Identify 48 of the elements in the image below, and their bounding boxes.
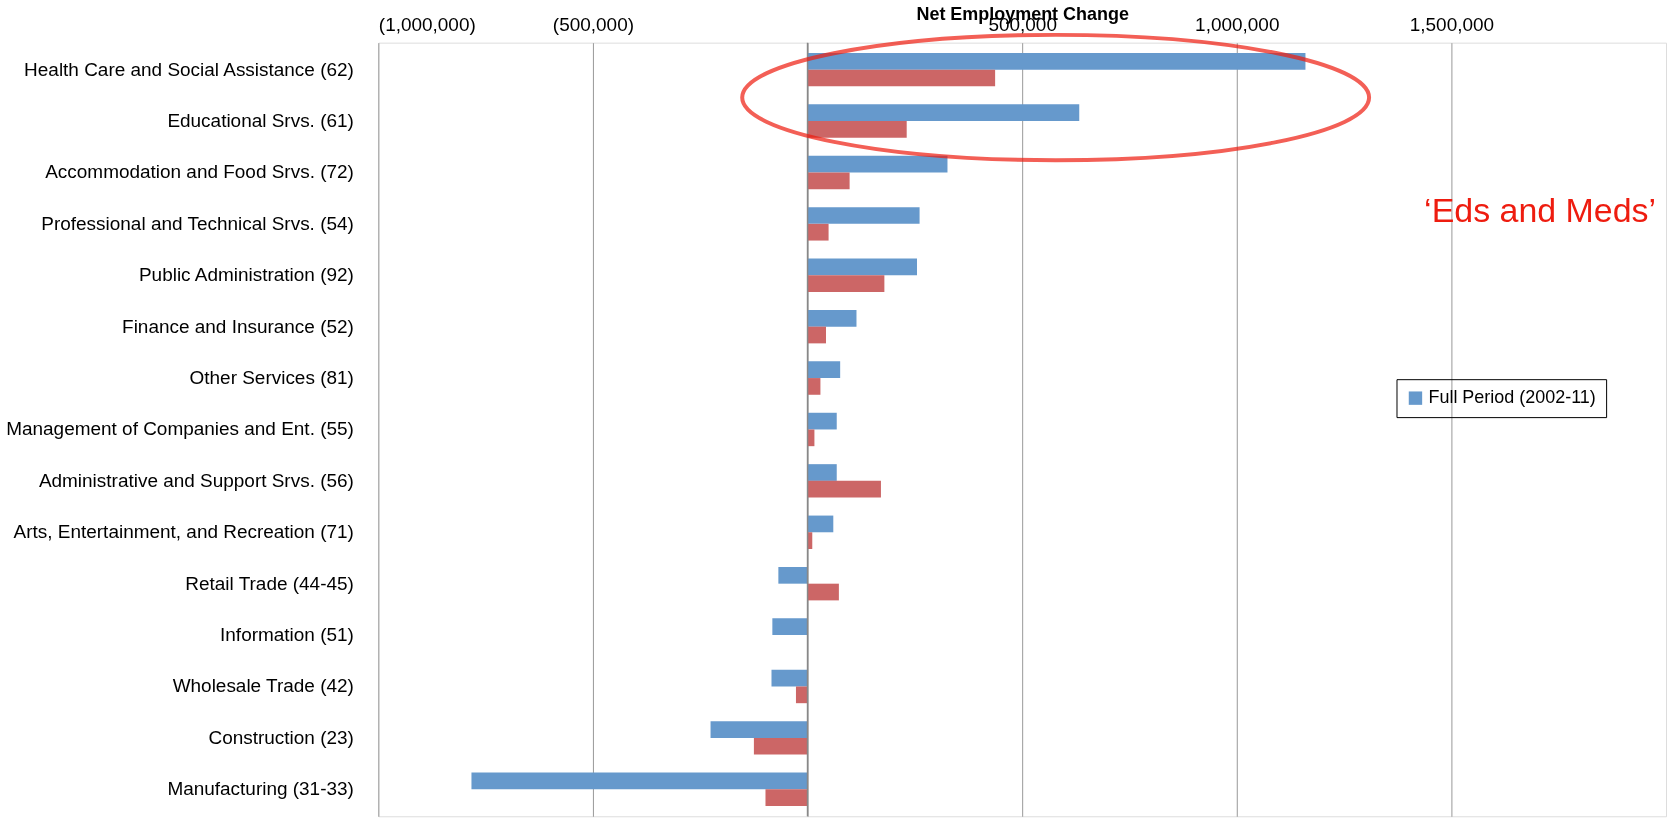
bar — [807, 258, 917, 276]
annotation: ‘Eds and Meds’ — [1424, 191, 1657, 230]
bar — [772, 618, 808, 636]
bar — [807, 480, 881, 498]
bar — [807, 583, 839, 601]
x-tick-label: 1,500,000 — [1409, 14, 1495, 36]
bar — [807, 52, 1306, 70]
bar — [807, 69, 996, 87]
bar — [807, 464, 837, 481]
bar — [771, 669, 808, 687]
y-tick-label: Retail Trade (44-45) — [185, 572, 354, 594]
bar — [710, 721, 808, 738]
y-tick-label: Health Care and Social Assistance (62) — [24, 58, 354, 80]
bar — [807, 412, 837, 430]
bar — [807, 155, 948, 173]
x-tick-label: (500,000) — [552, 14, 634, 36]
bar — [807, 275, 885, 292]
x-tick-label: 1,000,000 — [1195, 14, 1280, 36]
y-tick-label: Professional and Technical Srvs. (54) — [41, 212, 354, 234]
bar — [778, 566, 808, 584]
y-tick-label: Management of Companies and Ent. (55) — [6, 418, 354, 440]
x-tick-label: (1,000,000) — [378, 14, 476, 36]
bar — [807, 378, 821, 395]
bar — [807, 207, 920, 224]
y-tick-label: Information (51) — [220, 624, 354, 646]
bar — [807, 104, 1080, 122]
bar — [807, 515, 834, 533]
bar — [807, 172, 850, 190]
bar — [807, 309, 857, 327]
bar — [753, 737, 808, 755]
bar — [765, 789, 808, 806]
bar — [807, 121, 907, 138]
y-tick-label: Wholesale Trade (42) — [172, 675, 354, 697]
y-tick-label: Accommodation and Food Srvs. (72) — [45, 161, 354, 183]
y-tick-label: Finance and Insurance (52) — [122, 315, 354, 337]
bar — [807, 361, 841, 379]
bar — [807, 223, 829, 241]
legend-label: Full Period (2002-11) — [1428, 387, 1596, 408]
y-tick-label: Other Services (81) — [189, 367, 354, 389]
y-tick-label: Arts, Entertainment, and Recreation (71) — [13, 521, 354, 543]
y-tick-label: Public Administration (92) — [138, 264, 354, 286]
bar — [807, 326, 827, 344]
y-tick-label: Manufacturing (31-33) — [167, 778, 354, 800]
bar — [795, 686, 808, 704]
bar — [471, 772, 808, 790]
y-tick-label: Construction (23) — [208, 726, 354, 748]
y-tick-label: Administrative and Support Srvs. (56) — [38, 469, 354, 491]
y-tick-label: Educational Srvs. (61) — [167, 110, 354, 132]
